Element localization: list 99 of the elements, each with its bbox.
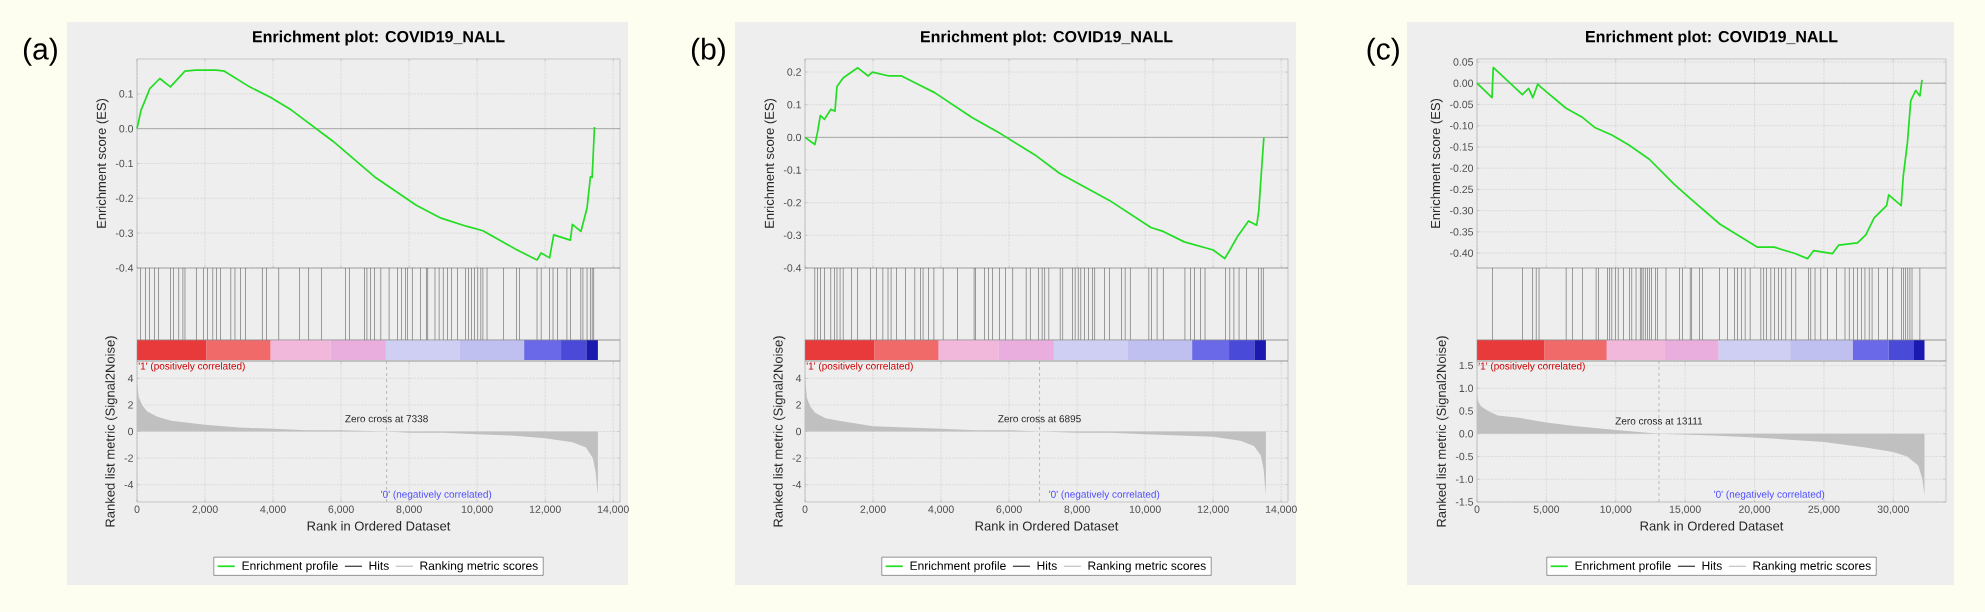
- text: Hits: [1037, 561, 1057, 570]
- x-tick-label: 10,000: [1600, 505, 1632, 515]
- y-tick-label: -0.1: [115, 159, 133, 168]
- y-tick-label: -0.30: [1450, 206, 1474, 215]
- chart-title: Enrichment plot: COVID19_NALL: [921, 30, 1173, 46]
- text: Hits: [369, 561, 389, 570]
- y-tick-label: -0.4: [115, 264, 134, 272]
- y-axis-title: Ranked list metric (Signal2Noise): [105, 336, 118, 527]
- y-tick-label: 0.1: [787, 101, 801, 109]
- x-tick-label: 10,000: [461, 505, 493, 515]
- x-axis-title: Rank in Ordered Dataset: [1640, 521, 1784, 531]
- x-tick-label: 2,000: [192, 505, 218, 515]
- y-tick-label: -4: [124, 481, 134, 489]
- y-tick-label: 2: [796, 401, 801, 409]
- y-tick-label: -0.05: [1450, 100, 1474, 109]
- x-tick-label: 0: [1474, 505, 1480, 513]
- line-series: [136, 69, 596, 261]
- y-tick-label: 0.0: [119, 124, 134, 133]
- y-tick-label: -0.35: [1450, 228, 1474, 236]
- annotation: '1' (positively correlated): [138, 362, 245, 372]
- y-tick-label: -0.20: [1450, 164, 1474, 172]
- legend-label: Ranking metric scores: [1753, 561, 1871, 573]
- x-tick-label: 5,000: [1533, 505, 1560, 515]
- line-series: [804, 66, 1265, 260]
- ref-line-label: Zero cross at 13111: [1615, 417, 1703, 425]
- y-tick-label: 0.0: [1459, 430, 1474, 438]
- y-tick-label: -0.25: [1450, 185, 1474, 194]
- y-tick-label: -1.5: [1455, 498, 1474, 506]
- text: Hits: [1702, 561, 1722, 570]
- ref-line-label: Zero cross at 6895: [998, 415, 1081, 423]
- x-tick-label: 4,000: [928, 505, 954, 515]
- y-tick-label: 0.2: [787, 68, 801, 76]
- x-tick-label: 6,000: [328, 505, 354, 515]
- y-tick-label: -2: [124, 454, 133, 462]
- y-tick-label: 2: [128, 401, 133, 409]
- y-tick-label: 0.5: [1459, 407, 1474, 415]
- y-axis-title: Ranked list metric (Signal2Noise): [1436, 336, 1449, 527]
- x-tick-label: 10,000: [1129, 505, 1161, 515]
- chart-title: Enrichment plot: COVID19_NALL: [253, 30, 505, 46]
- annotation: '0' (negatively correlated): [1714, 490, 1825, 500]
- x-tick-label: 0: [134, 505, 140, 513]
- y-tick-label: -0.2: [783, 198, 801, 207]
- y-axis-title: Ranked list metric (Signal2Noise): [773, 336, 786, 527]
- text: Enrichment profile: [1575, 561, 1671, 573]
- y-tick-label: -0.15: [1450, 143, 1474, 151]
- y-axis-title: Enrichment score (ES): [764, 98, 777, 228]
- y-axis-title: Enrichment score (ES): [1430, 98, 1443, 228]
- y-tick-label: -0.3: [783, 231, 802, 240]
- y-tick-label: 4: [795, 374, 802, 382]
- y-tick-label: 1.5: [1459, 361, 1474, 370]
- text: Enrichment profile: [242, 561, 338, 573]
- y-tick-label: -0.2: [115, 194, 133, 203]
- y-tick-label: 0: [796, 427, 802, 436]
- y-tick-label: -1.0: [1455, 475, 1474, 483]
- y-tick-label: -2: [792, 454, 801, 462]
- y-tick-label: 0.0: [787, 133, 802, 142]
- annotation: '0' (negatively correlated): [381, 490, 492, 500]
- y-tick-label: -0.5: [1455, 452, 1474, 461]
- x-axis-title: Rank in Ordered Dataset: [307, 521, 451, 531]
- y-axis-title: Enrichment score (ES): [96, 98, 109, 228]
- text: Enrichment profile: [910, 561, 1006, 573]
- y-tick-label: -0.10: [1450, 121, 1474, 130]
- y-tick-label: 1.0: [1459, 384, 1474, 392]
- y-tick-label: 0.05: [1453, 58, 1474, 66]
- text: (c): [1367, 37, 1399, 66]
- annotation: '0' (negatively correlated): [1049, 490, 1160, 500]
- y-tick-label: 0.1: [119, 90, 133, 98]
- annotation: '1' (positively correlated): [1478, 362, 1585, 372]
- y-tick-label: -0.40: [1450, 249, 1474, 257]
- x-tick-label: 2,000: [860, 505, 886, 515]
- y-tick-label: -0.3: [115, 229, 134, 237]
- y-tick-label: 0.00: [1453, 79, 1474, 87]
- ref-line-label: Zero cross at 7338: [345, 415, 428, 423]
- x-tick-label: 30,000: [1877, 505, 1909, 515]
- y-tick-label: -0.1: [783, 166, 801, 174]
- text: (b): [691, 37, 725, 66]
- chart-title: Enrichment plot: COVID19_NALL: [1586, 30, 1838, 46]
- y-tick-label: 0: [128, 427, 134, 436]
- x-tick-label: 14,000: [597, 505, 629, 515]
- x-tick-label: 0: [802, 505, 808, 513]
- x-tick-label: 20,000: [1739, 505, 1771, 515]
- x-tick-label: 8,000: [1064, 505, 1090, 515]
- x-tick-label: 14,000: [1265, 505, 1297, 515]
- legend-label: Ranking metric scores: [420, 561, 538, 573]
- x-axis-title: Rank in Ordered Dataset: [975, 521, 1119, 531]
- x-tick-label: 25,000: [1808, 505, 1840, 515]
- text: (a): [23, 37, 57, 66]
- x-tick-label: 12,000: [529, 505, 561, 515]
- y-tick-label: 4: [127, 374, 134, 382]
- x-tick-label: 4,000: [260, 505, 286, 515]
- y-tick-label: -4: [792, 481, 802, 489]
- legend-label: Ranking metric scores: [1088, 561, 1206, 573]
- y-tick-label: -0.4: [783, 264, 802, 272]
- x-tick-label: 8,000: [396, 505, 422, 515]
- x-tick-label: 15,000: [1669, 505, 1701, 515]
- x-tick-label: 6,000: [996, 505, 1022, 515]
- line-series: [1476, 66, 1923, 260]
- annotation: '1' (positively correlated): [806, 362, 913, 372]
- x-tick-label: 12,000: [1197, 505, 1229, 515]
